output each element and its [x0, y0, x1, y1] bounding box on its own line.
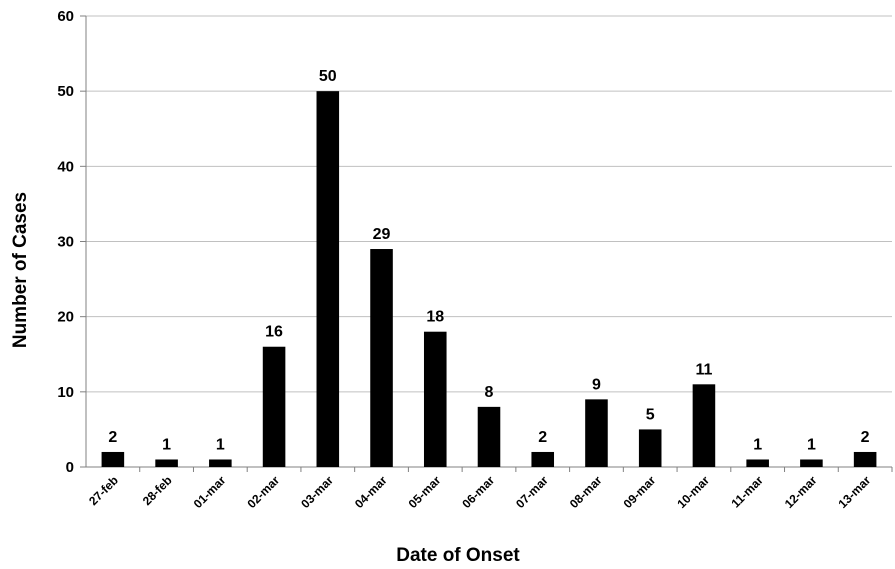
data-label-11-mar: 1: [753, 436, 762, 453]
data-label-07-mar: 2: [538, 429, 547, 446]
bar-06-mar: [477, 406, 501, 467]
data-label-06-mar: 8: [485, 384, 494, 401]
x-tick-label: 12-mar: [782, 473, 820, 511]
x-tick-label: 11-mar: [729, 473, 766, 510]
x-tick-label: 06-mar: [459, 473, 497, 511]
data-label-13-mar: 2: [861, 429, 870, 446]
bar-27-feb: [101, 451, 125, 467]
x-tick-label: 13-mar: [836, 473, 874, 511]
x-tick-label: 09-mar: [621, 473, 659, 511]
x-tick-label: 02-mar: [244, 473, 282, 511]
y-tick-label: 20: [57, 309, 74, 326]
bar-28-feb: [155, 459, 178, 467]
x-tick-label: 05-mar: [406, 473, 444, 511]
x-tick-label: 27-feb: [86, 473, 121, 508]
data-label-27-feb: 2: [108, 429, 117, 446]
data-label-05-mar: 18: [426, 309, 444, 326]
bar-01-mar: [209, 459, 232, 467]
data-label-10-mar: 11: [695, 361, 712, 378]
x-tick-label: 08-mar: [567, 473, 605, 511]
bar-08-mar: [585, 399, 608, 467]
gridlines: [86, 15, 892, 393]
tick-labels: 0 10 20 30 40 50 60 27-feb 28-feb 01-mar 02-mar 03-…: [57, 8, 873, 511]
x-tick-label: 04-mar: [352, 473, 390, 511]
axes: [80, 15, 893, 472]
bar-04-mar: [370, 249, 393, 467]
data-label-12-mar: 1: [807, 436, 816, 453]
y-tick-label: 60: [57, 8, 74, 25]
y-tick-label: 50: [57, 83, 74, 100]
data-label-01-mar: 1: [216, 436, 225, 453]
x-tick-label: 28-feb: [140, 473, 175, 508]
y-tick-label: 10: [57, 384, 74, 401]
bar-13-mar: [853, 451, 877, 467]
data-label-09-mar: 5: [646, 406, 655, 423]
x-tick-label: 03-mar: [298, 473, 336, 511]
x-tick-label: 01-mar: [191, 473, 229, 511]
y-axis-title: Number of Cases: [10, 192, 31, 348]
bar-03-mar: [316, 91, 340, 468]
bar-10-mar: [692, 384, 716, 467]
bar-02-mar: [262, 346, 286, 467]
x-axis-title: Date of Onset: [396, 545, 520, 566]
bar-11-mar: [746, 459, 769, 467]
data-label-08-mar: 9: [592, 376, 601, 393]
y-tick-label: 30: [57, 234, 74, 251]
y-tick-label: 0: [66, 459, 74, 476]
data-label-02-mar: 16: [265, 324, 283, 341]
bars: [101, 91, 877, 468]
bar-12-mar: [800, 459, 823, 467]
x-tick-label: 10-mar: [674, 473, 712, 511]
bar-07-mar: [531, 451, 555, 467]
data-label-28-feb: 1: [162, 436, 171, 453]
y-tick-label: 40: [57, 158, 74, 175]
bar-09-mar: [638, 429, 662, 467]
bar-05-mar: [423, 331, 447, 467]
data-label-03-mar: 50: [319, 68, 337, 85]
data-label-04-mar: 29: [373, 226, 391, 243]
x-tick-label: 07-mar: [513, 473, 551, 511]
